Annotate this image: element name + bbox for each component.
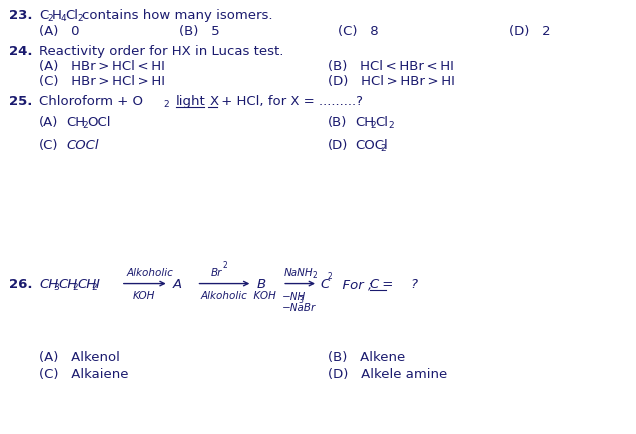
Text: 2: 2	[77, 14, 83, 23]
Text: CH: CH	[66, 116, 85, 129]
Text: (A)   0: (A) 0	[39, 25, 80, 38]
Text: Br: Br	[211, 267, 222, 277]
Text: A: A	[172, 277, 182, 290]
Text: C: C	[39, 9, 48, 22]
Text: CH: CH	[58, 277, 78, 290]
Text: 2: 2	[91, 283, 97, 291]
Text: 2: 2	[223, 260, 227, 270]
Text: Chloroform + O: Chloroform + O	[39, 95, 143, 108]
Text: (C)   8: (C) 8	[338, 25, 378, 38]
Text: Alkoholic: Alkoholic	[127, 267, 174, 277]
Text: Cl: Cl	[376, 116, 389, 129]
Text: + HCl, for X = .........?: + HCl, for X = .........?	[218, 95, 363, 108]
Text: (C)   Alkaiene: (C) Alkaiene	[39, 368, 128, 381]
Text: For ;: For ;	[334, 277, 373, 290]
Text: Cl: Cl	[65, 9, 78, 22]
Text: 2: 2	[312, 270, 317, 279]
Text: 25.: 25.	[10, 95, 32, 108]
Text: 4: 4	[60, 14, 66, 23]
Text: Reactivity order for HX in Lucas test.: Reactivity order for HX in Lucas test.	[39, 44, 284, 57]
Text: 2: 2	[371, 121, 377, 130]
Text: (D)   Alkele amine: (D) Alkele amine	[328, 368, 447, 381]
Text: (B): (B)	[328, 116, 347, 129]
Text: =: =	[378, 277, 393, 290]
Text: 2: 2	[163, 100, 169, 109]
Text: OCl: OCl	[87, 116, 111, 129]
Text: H: H	[52, 9, 62, 22]
Text: 23.: 23.	[10, 9, 33, 22]
Text: 2: 2	[328, 272, 333, 280]
Text: KOH: KOH	[133, 291, 155, 301]
Text: X: X	[209, 95, 219, 108]
Text: CH: CH	[355, 116, 374, 129]
Text: C: C	[320, 277, 329, 290]
Text: (D): (D)	[328, 138, 349, 151]
Text: (D)   HCl > HBr > HI: (D) HCl > HBr > HI	[328, 75, 455, 88]
Text: 2: 2	[47, 14, 53, 23]
Text: ?: ?	[394, 277, 418, 290]
Text: (A)   Alkenol: (A) Alkenol	[39, 350, 120, 363]
Text: B: B	[256, 277, 265, 290]
Text: COCl: COCl	[355, 138, 387, 151]
Text: (B)   Alkene: (B) Alkene	[328, 350, 405, 363]
Text: 3: 3	[53, 283, 59, 291]
Text: (C): (C)	[39, 138, 59, 151]
Text: CH: CH	[77, 277, 96, 290]
Text: (A)   HBr > HCl < HI: (A) HBr > HCl < HI	[39, 60, 165, 73]
Text: (D)   2: (D) 2	[509, 25, 551, 38]
Text: 26.: 26.	[10, 277, 33, 290]
Text: C: C	[370, 277, 379, 290]
Text: light: light	[176, 95, 205, 108]
Text: 3: 3	[298, 295, 303, 304]
Text: −NaBr: −NaBr	[282, 303, 316, 312]
Text: Alkoholic  KOH: Alkoholic KOH	[200, 291, 276, 301]
Text: (A): (A)	[39, 116, 59, 129]
Text: contains how many isomers.: contains how many isomers.	[82, 9, 273, 22]
Text: NaNH: NaNH	[284, 267, 314, 277]
Text: CH: CH	[39, 277, 59, 290]
Text: I: I	[96, 277, 100, 290]
Text: 2: 2	[381, 144, 386, 153]
Text: 2: 2	[72, 283, 78, 291]
Text: 24.: 24.	[10, 44, 33, 57]
Text: (B)   HCl < HBr < HI: (B) HCl < HBr < HI	[328, 60, 454, 73]
Text: COCl: COCl	[66, 138, 99, 151]
Text: −NH: −NH	[282, 292, 307, 302]
Text: 2: 2	[82, 121, 88, 130]
Text: 2: 2	[389, 121, 394, 130]
Text: (B)   5: (B) 5	[179, 25, 219, 38]
Text: (C)   HBr > HCl > HI: (C) HBr > HCl > HI	[39, 75, 165, 88]
